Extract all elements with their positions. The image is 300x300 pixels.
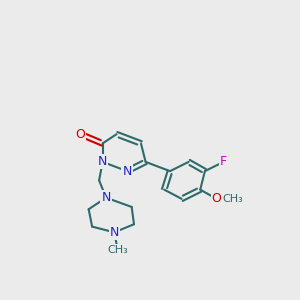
Text: CH₃: CH₃ xyxy=(107,245,128,255)
Text: N: N xyxy=(122,165,132,178)
Text: N: N xyxy=(101,191,111,204)
Text: O: O xyxy=(212,192,221,206)
Text: F: F xyxy=(220,155,227,168)
Text: N: N xyxy=(110,226,119,239)
Text: O: O xyxy=(76,128,85,141)
Text: N: N xyxy=(98,155,107,168)
Text: CH₃: CH₃ xyxy=(222,194,243,204)
